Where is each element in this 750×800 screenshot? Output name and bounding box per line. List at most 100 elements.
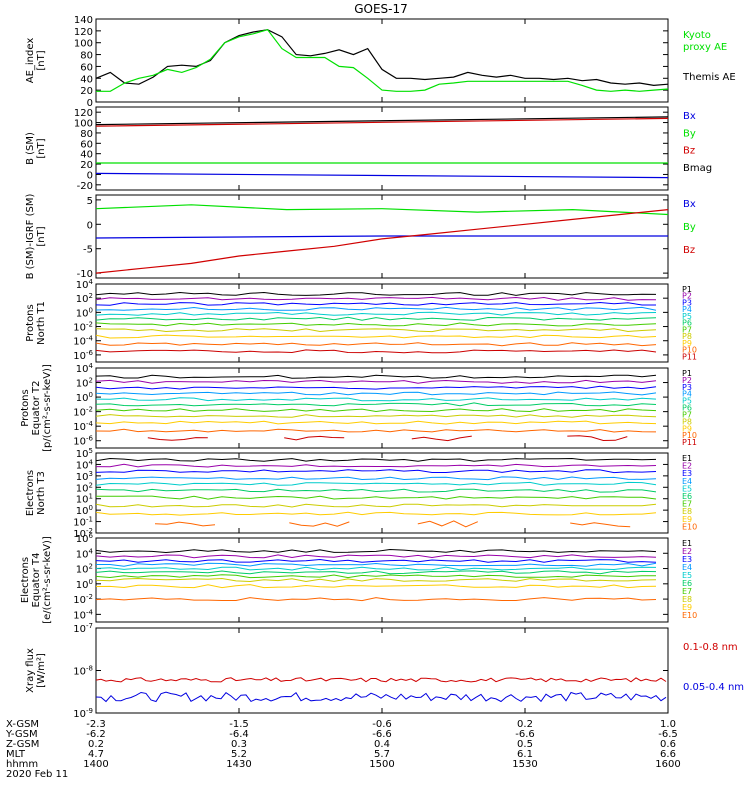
series-line xyxy=(95,481,657,486)
series-line xyxy=(95,334,657,339)
legend-entry: Themis AE xyxy=(682,72,736,83)
panel-8: 10-7 10-8 10-9 Xray flux[W/m²] 0.1-0.8 nm 0.0… xyxy=(25,622,744,720)
legend-entry: P10 xyxy=(682,431,697,440)
legend-entry: P1 xyxy=(682,369,692,378)
series-line xyxy=(95,29,669,87)
y-tick-label: 100 xyxy=(76,504,93,517)
x-col-value: 0.2 xyxy=(88,739,104,750)
series-line xyxy=(95,291,657,296)
series-line xyxy=(95,558,657,563)
series-line xyxy=(95,677,667,683)
y-tick-label: -5 xyxy=(83,245,93,256)
y-tick-label: 10-2 xyxy=(73,406,93,419)
x-col-value: 0.5 xyxy=(517,739,533,750)
x-row-label: X-GSM xyxy=(6,719,39,730)
series-line xyxy=(95,117,669,127)
series-line xyxy=(95,577,657,583)
legend-entry: E3 xyxy=(682,469,692,478)
y-tick-label: 120 xyxy=(74,27,93,38)
y-tick-label: 10-7 xyxy=(73,622,93,635)
series-line xyxy=(95,476,657,481)
series-line xyxy=(96,562,657,567)
legend-entry: P11 xyxy=(682,352,697,361)
series-line xyxy=(95,511,657,516)
series-line xyxy=(95,469,657,474)
y-tick-label: 102 xyxy=(76,377,93,390)
x-col-value: -2.3 xyxy=(86,719,106,730)
y-tick-label: 0 xyxy=(87,170,93,181)
series-line xyxy=(95,391,657,396)
panel-3: -10 -5 0 5 B (SM)-IGRF (SM)[nT] Bx By Bz xyxy=(25,194,696,281)
x-col-value: 0.6 xyxy=(660,739,676,750)
series-line xyxy=(96,29,669,92)
y-tick-label: 105 xyxy=(76,447,93,460)
y-axis-label: ElectronsEquator T4[e/(cm²-s-sr-keV)] xyxy=(20,536,53,624)
legend-entry: 0.1-0.8 nm xyxy=(683,642,738,653)
series-line xyxy=(95,397,657,402)
y-tick-label: 103 xyxy=(76,470,93,483)
legend-entry: P3 xyxy=(682,383,692,392)
x-col-value: 1600 xyxy=(655,759,680,770)
series-line xyxy=(95,574,656,579)
y-tick-label: 100 xyxy=(76,306,93,319)
y-tick-label: 104 xyxy=(76,547,94,560)
y-tick-label: 102 xyxy=(76,563,93,576)
legend-entry: E4 xyxy=(682,563,692,572)
y-tick-label: 60 xyxy=(80,62,93,73)
legend-entry: E1 xyxy=(682,454,692,463)
y-tick-label: 100 xyxy=(76,578,93,591)
y-tick-label: 20 xyxy=(80,86,93,97)
y-tick-label: 10-2 xyxy=(73,593,93,606)
series-line xyxy=(95,584,657,589)
series-line xyxy=(95,306,657,311)
series-line xyxy=(95,379,657,384)
y-axis-label: ProtonsEquator T2[p/(cm²-s-sr-keV)] xyxy=(20,364,53,452)
y-tick-label: 10-2 xyxy=(73,321,93,334)
legend-entry: E10 xyxy=(682,611,697,620)
legend-entry: P10 xyxy=(682,346,697,355)
y-tick-label: 40 xyxy=(80,150,93,161)
y-axis-label: AE_index[nT] xyxy=(25,38,47,84)
x-col-value: -6.6 xyxy=(515,729,535,740)
series-line xyxy=(95,414,657,418)
y-axis-label: B (SM)[nT] xyxy=(25,132,47,165)
y-tick-label: 0 xyxy=(87,220,93,231)
legend-entry: E7 xyxy=(682,500,692,509)
legend-entry: Bz xyxy=(683,245,695,256)
y-tick-label: 100 xyxy=(74,119,93,130)
x-row-label: hhmm xyxy=(6,759,38,770)
series-line xyxy=(95,408,657,413)
series-line xyxy=(95,402,657,407)
series-line xyxy=(95,301,656,306)
x-col-value: 0.2 xyxy=(517,719,533,730)
legend-entry: By xyxy=(683,222,696,233)
legend-entry: E1 xyxy=(682,539,692,548)
y-tick-label: 60 xyxy=(80,139,93,150)
legend-entry: E6 xyxy=(682,492,692,501)
legend-entry: P9 xyxy=(682,424,692,433)
legend-entry: P7 xyxy=(682,410,692,419)
legend-entry: P5 xyxy=(682,312,692,321)
y-tick-label: 10-1 xyxy=(73,516,93,529)
y-tick-label: 120 xyxy=(74,108,93,119)
x-col-value: 4.7 xyxy=(88,749,104,760)
series-line xyxy=(95,385,657,390)
series-line xyxy=(95,420,657,425)
panel-frame xyxy=(95,627,669,714)
y-axis-label: ProtonsNorth T1 xyxy=(25,301,47,345)
y-tick-label: 5 xyxy=(87,196,93,207)
legend-entry: E5 xyxy=(682,484,692,493)
series-line xyxy=(417,520,478,528)
series-line xyxy=(96,495,657,500)
legend-entry: P7 xyxy=(682,325,692,334)
panels: 020406080100120140AE_index[nT]Kyotoproxy… xyxy=(20,15,744,720)
y-tick-label: 20 xyxy=(80,160,93,171)
legend-entry: E9 xyxy=(682,603,692,612)
x-row-label: MLT xyxy=(6,749,26,760)
series-line xyxy=(95,349,657,354)
series-line xyxy=(95,554,657,559)
series-line xyxy=(570,522,631,528)
